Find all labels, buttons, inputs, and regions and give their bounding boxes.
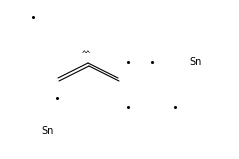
Text: Sn: Sn [42,126,54,136]
Text: ^^: ^^ [81,50,91,59]
Text: Sn: Sn [190,57,202,67]
